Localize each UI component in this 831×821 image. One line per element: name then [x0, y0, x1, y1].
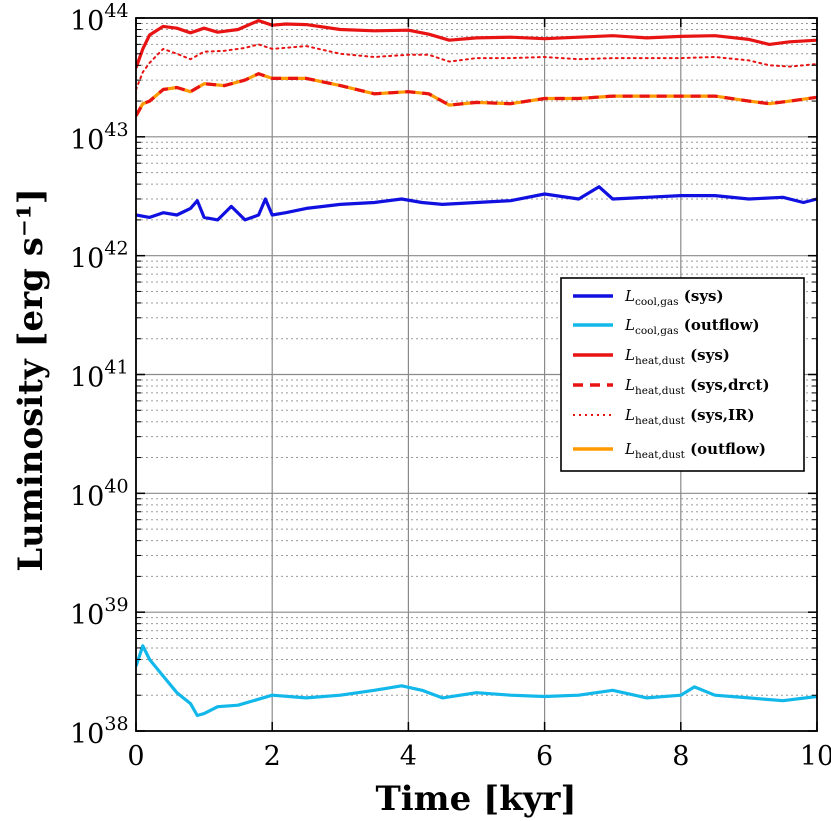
- legend-box: [560, 277, 805, 472]
- legend-label: Lheat,dust (sys,IR): [624, 406, 755, 427]
- series-line: [136, 644, 817, 718]
- legend-label: Lcool,gas (sys): [624, 287, 724, 308]
- series-line: [136, 19, 817, 69]
- series-layer: [136, 19, 817, 718]
- y-tick-label: 1043: [70, 119, 129, 156]
- y-tick-labels: 1038 1039 1040 1041 1042 1043 1044: [70, 0, 129, 750]
- y-axis-title: Luminosity [erg s⁻¹]: [11, 188, 51, 572]
- series-line: [136, 185, 817, 222]
- legend-label: Lheat,dust (sys,drct): [624, 376, 770, 397]
- x-tick-labels: 0 2 4 6 8 10: [127, 741, 831, 772]
- x-tick-label: 4: [400, 741, 417, 772]
- legend-label: Lcool,gas (outflow): [624, 316, 760, 337]
- legend: Lcool,gas (sys) Lcool,gas (outflow) Lheat,…: [560, 277, 805, 472]
- x-tick-label: 8: [672, 741, 689, 772]
- y-tick-label: 1038: [70, 713, 129, 750]
- x-tick-label: 2: [264, 741, 281, 772]
- series-line: [136, 72, 817, 117]
- y-tick-label: 1044: [70, 0, 129, 37]
- y-tick-label: 1040: [70, 475, 129, 512]
- axis-ticks: [135, 17, 818, 732]
- series-line: [136, 43, 817, 91]
- x-tick-label: 10: [800, 741, 831, 772]
- y-tick-label: 1041: [70, 357, 129, 394]
- legend-label: Lheat,dust (outflow): [624, 440, 766, 461]
- x-axis-title: Time [kyr]: [375, 779, 576, 819]
- y-tick-label: 1042: [70, 238, 129, 275]
- legend-label: Lheat,dust (sys): [624, 346, 730, 367]
- y-tick-label: 1039: [70, 594, 129, 631]
- x-tick-label: 6: [536, 741, 553, 772]
- x-tick-label: 0: [127, 741, 144, 772]
